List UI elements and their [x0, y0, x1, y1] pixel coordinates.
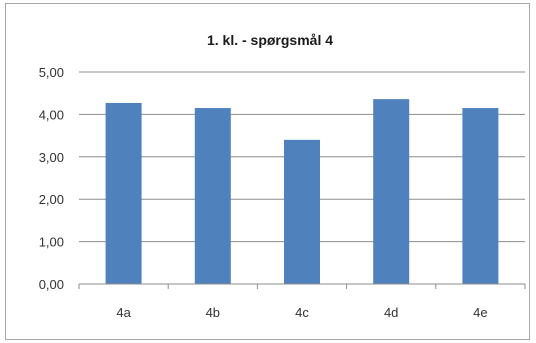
y-tick-label: 1,00 [39, 235, 64, 250]
bar-4c [284, 139, 320, 284]
y-tick-label: 0,00 [39, 277, 64, 292]
x-tick-label: 4a [116, 305, 131, 320]
x-tick-label: 4c [295, 305, 309, 320]
y-tick-label: 4,00 [39, 107, 64, 122]
x-axis-ticks: 4a 4b 4c 4d 4e [116, 305, 487, 320]
chart-title: 1. kl. - spørgsmål 4 [207, 32, 333, 48]
y-tick-label: 2,00 [39, 192, 64, 207]
x-tick-label: 4b [206, 305, 220, 320]
bar-4e [462, 108, 499, 284]
x-axis [78, 283, 526, 289]
bars [105, 99, 499, 285]
y-axis-ticks: 0,00 1,00 2,00 3,00 4,00 5,00 [39, 65, 64, 292]
bar-4d [373, 99, 410, 284]
x-tick-label: 4d [384, 305, 398, 320]
bar-4b [194, 108, 231, 284]
y-tick-label: 5,00 [39, 65, 64, 80]
bar-4a [105, 102, 142, 285]
x-tick-label: 4e [473, 305, 487, 320]
y-tick-label: 3,00 [39, 150, 64, 165]
